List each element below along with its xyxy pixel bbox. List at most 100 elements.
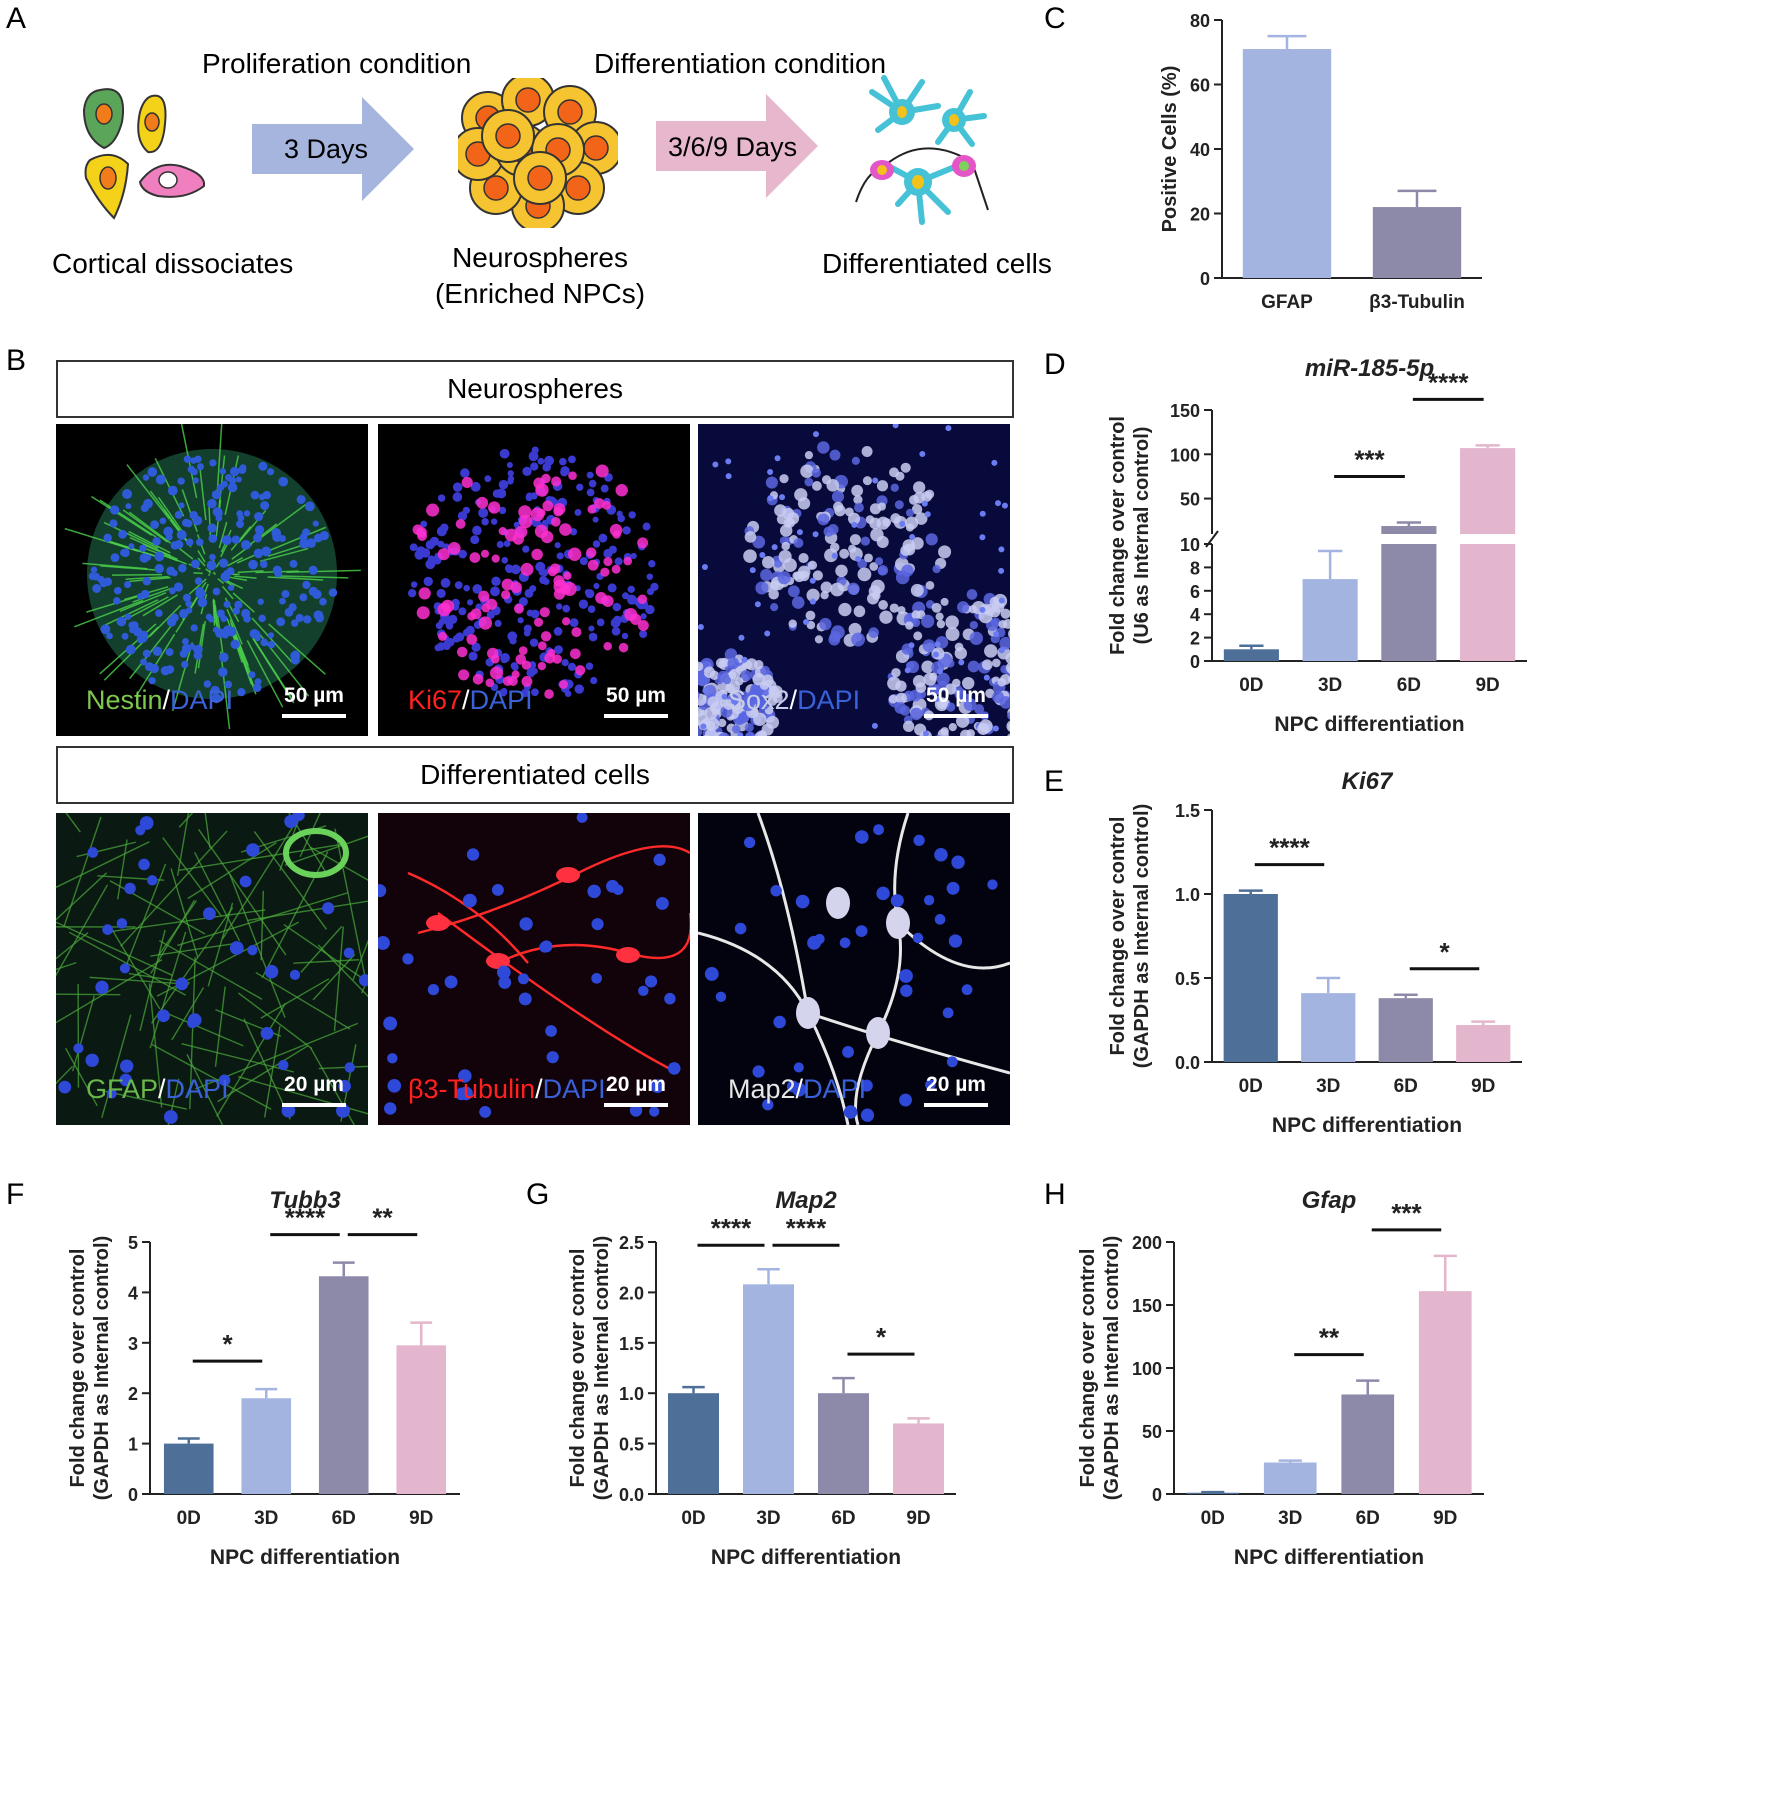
x-tick-label: 6D	[1394, 1076, 1418, 1097]
y-tick-label: 2	[128, 1384, 138, 1404]
y-axis-label-secondary: (GAPDH as Internal control)	[1131, 804, 1153, 1068]
bar-0d	[1223, 649, 1279, 661]
y-tick-label: 100	[1132, 1359, 1162, 1379]
bar-9d	[396, 1345, 447, 1494]
y-tick-label: 1.0	[619, 1384, 644, 1404]
y-tick-label: 0	[1152, 1485, 1162, 1505]
marker-separator: /	[789, 685, 798, 715]
marker-label: β3-Tubulin	[408, 1074, 536, 1104]
x-tick-label: 0D	[1201, 1508, 1225, 1529]
x-tick-label: 3D	[254, 1508, 278, 1529]
bar-break-gap	[1459, 534, 1517, 544]
scale-bar: 20 µm	[282, 1073, 346, 1107]
scale-bar-line	[924, 1103, 988, 1107]
scale-bar-label: 50 µm	[606, 684, 666, 707]
x-axis-label: NPC differentiation	[711, 1546, 901, 1569]
scale-bar: 50 µm	[282, 684, 346, 718]
y-axis-label-secondary: (GAPDH as Internal control)	[91, 1236, 113, 1500]
significance-marker: ****	[285, 1203, 326, 1233]
micrograph-image	[698, 424, 1010, 736]
cortical-cells-illustration	[82, 88, 206, 220]
bar-6d	[1381, 526, 1437, 661]
chart-e-ki67: Ki67 Fold change over control (GAPDH as In…	[1107, 768, 1522, 1137]
y-tick-label: 2	[1190, 629, 1200, 649]
micrograph-caption: GFAP/DAPI	[86, 1074, 229, 1105]
significance-marker: ***	[1391, 1198, 1422, 1228]
neurospheres-label: Neurospheres (Enriched NPCs)	[420, 240, 660, 312]
x-tick-label: GFAP	[1261, 292, 1313, 313]
bar-break-gap	[1380, 534, 1438, 544]
bar-9d	[1460, 448, 1516, 661]
x-tick-label: 3D	[1318, 675, 1342, 696]
micrograph-image	[64, 424, 361, 730]
chart-title: miR-185-5p	[1305, 355, 1434, 382]
panel-letter-b: B	[6, 344, 27, 377]
bar-0d	[668, 1393, 719, 1494]
scale-bar-line	[604, 714, 668, 718]
micrograph-gfap: GFAP/DAPI 20 µm	[56, 813, 368, 1125]
panel-letter-d: D	[1044, 348, 1066, 381]
micrograph--3-tubulin: β3-Tubulin/DAPI 20 µm	[378, 813, 690, 1125]
y-tick-label: 10	[1180, 535, 1200, 555]
counterstain-label: DAPI	[165, 1074, 229, 1104]
scale-bar-label: 50 µm	[926, 684, 986, 707]
neurospheres-line1: Neurospheres	[452, 242, 628, 273]
scale-bar: 20 µm	[924, 1073, 988, 1107]
axis-break-mark	[1205, 530, 1219, 548]
proliferation-label: Proliferation condition	[202, 48, 472, 79]
counterstain-label: DAPI	[542, 1074, 606, 1104]
scale-bar-line	[924, 714, 988, 718]
x-axis-label: NPC differentiation	[1234, 1546, 1424, 1569]
micrograph-nestin: Nestin/DAPI 50 µm	[56, 424, 368, 736]
y-axis-label-secondary: (GAPDH as Internal control)	[591, 1236, 613, 1500]
significance-marker: **	[1319, 1323, 1340, 1353]
counterstain-label: DAPI	[170, 685, 234, 715]
y-axis-label: Fold change over control	[1107, 416, 1129, 655]
x-tick-label: 0D	[681, 1508, 705, 1529]
y-tick-label: 1.5	[1175, 801, 1200, 821]
differentiation-label: Differentiation condition	[594, 48, 887, 79]
y-tick-label: 200	[1132, 1233, 1162, 1253]
micrograph-sox2: Sox2/DAPI 50 µm	[698, 424, 1010, 736]
marker-label: Sox2	[728, 685, 790, 715]
x-tick-label: 0D	[177, 1508, 201, 1529]
y-tick-label: 1.0	[1175, 885, 1200, 905]
x-tick-label: 9D	[409, 1508, 433, 1529]
micrograph-caption: Map2/DAPI	[728, 1074, 866, 1105]
x-axis-label: NPC differentiation	[1274, 713, 1464, 736]
y-tick-label: 150	[1170, 401, 1200, 421]
scale-bar-label: 20 µm	[284, 1073, 344, 1096]
y-tick-label: 2.5	[619, 1233, 644, 1253]
micrograph-ki67: Ki67/DAPI 50 µm	[378, 424, 690, 736]
bar-9d	[1418, 1291, 1472, 1494]
y-tick-label: 1	[128, 1435, 138, 1455]
y-axis-label: Fold change over control	[67, 1249, 89, 1488]
differentiated-cells-header: Differentiated cells	[56, 746, 1014, 804]
scale-bar-label: 20 µm	[606, 1073, 666, 1096]
arrow-shape-2	[656, 94, 818, 198]
x-tick-label: 3D	[756, 1508, 780, 1529]
neurospheres-header: Neurospheres	[56, 360, 1014, 418]
neurospheres-line2: (Enriched NPCs)	[434, 278, 646, 309]
scale-bar-label: 50 µm	[284, 684, 344, 707]
bar-6d	[1378, 998, 1433, 1062]
bar-6d	[818, 1393, 869, 1494]
significance-marker: *	[222, 1329, 233, 1359]
significance-marker: *	[876, 1322, 887, 1352]
significance-marker: **	[372, 1203, 393, 1233]
micrograph-caption: Nestin/DAPI	[86, 685, 233, 716]
y-axis-label: Fold change over control	[1107, 817, 1129, 1056]
bar-3d	[743, 1284, 794, 1494]
y-tick-label: 3	[128, 1334, 138, 1354]
bar-0d	[1186, 1492, 1240, 1494]
y-tick-label: 150	[1132, 1296, 1162, 1316]
bar-0d	[163, 1443, 214, 1494]
marker-separator: /	[162, 685, 171, 715]
counterstain-label: DAPI	[803, 1074, 867, 1104]
chart-d-mir-185-5p: miR-185-5p Fold change over control (U6 as…	[1107, 355, 1527, 736]
arrow-shape-1	[252, 97, 414, 201]
marker-label: Nestin	[86, 685, 163, 715]
micrograph-caption: Sox2/DAPI	[728, 685, 860, 716]
y-tick-label: 2.0	[619, 1283, 644, 1303]
scale-bar: 50 µm	[924, 684, 988, 718]
